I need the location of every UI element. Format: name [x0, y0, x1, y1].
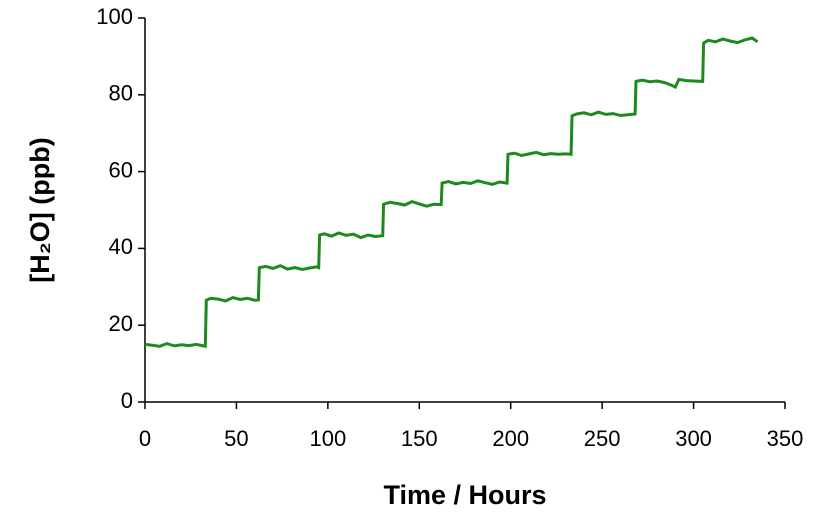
x-tick-label: 0 [139, 426, 151, 451]
y-tick-label: 20 [109, 311, 133, 336]
y-tick-label: 80 [109, 81, 133, 106]
x-tick-label: 100 [309, 426, 346, 451]
x-tick-label: 300 [675, 426, 712, 451]
y-tick-label: 0 [121, 388, 133, 413]
y-tick-label: 60 [109, 157, 133, 182]
x-axis-title: Time / Hours [383, 480, 546, 510]
data-line [144, 36, 759, 349]
x-tick-label: 200 [492, 426, 529, 451]
y-tick-label: 100 [96, 4, 133, 29]
x-tick-label: 150 [401, 426, 438, 451]
x-tick-label: 350 [767, 426, 804, 451]
y-tick-label: 40 [109, 234, 133, 259]
x-tick-label: 250 [584, 426, 621, 451]
x-tick-label: 50 [224, 426, 248, 451]
y-axis-title: [H₂O] (ppb) [25, 137, 55, 282]
